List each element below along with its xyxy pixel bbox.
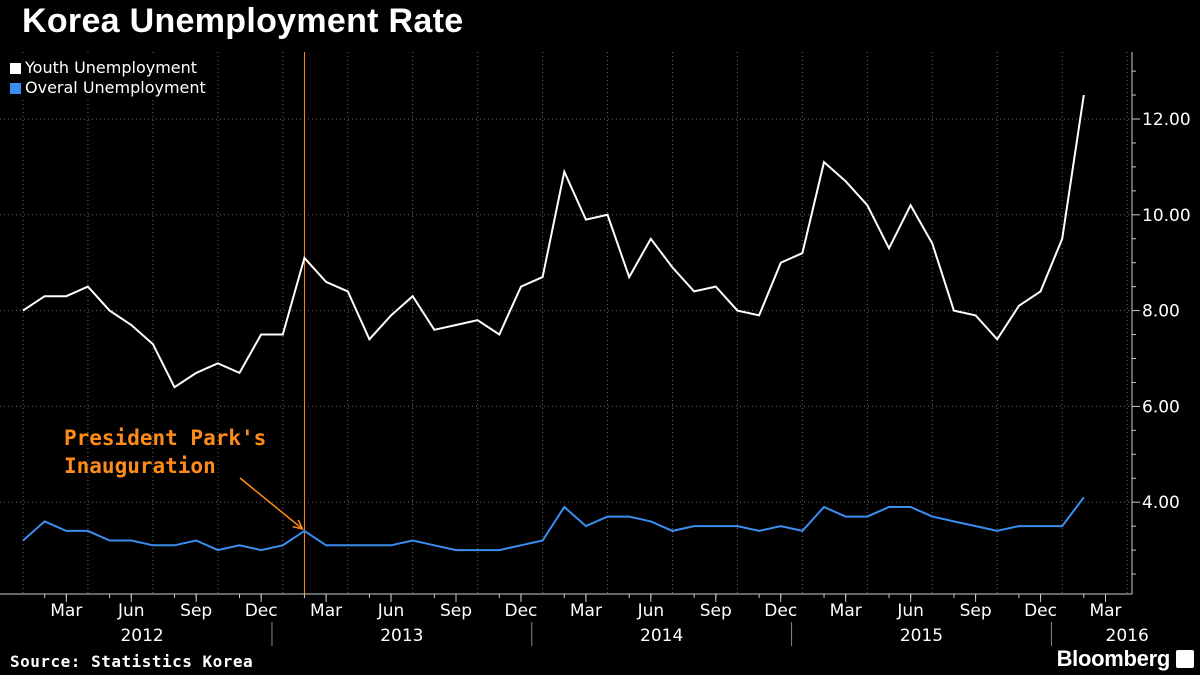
source-note: Source: Statistics Korea [10,652,254,671]
y-tick-label: 8.00 [1142,302,1180,322]
brand-logo: Bloomberg [1056,646,1171,671]
x-tick-label: Sep [440,601,472,621]
x-tick-label: Sep [700,601,732,621]
x-year-label: 2015 [900,626,943,646]
annotation-arrowhead [292,519,304,531]
x-tick-label: Dec [245,601,278,621]
y-tick-label: 10.00 [1142,206,1191,226]
bloomberg-terminal-icon [1176,650,1194,668]
x-tick-label: Jun [637,601,665,621]
annotation-arrow [239,477,303,530]
annotation-line2: Inauguration [64,454,216,478]
x-tick-label: Mar [830,601,862,621]
x-tick-label: Mar [310,601,342,621]
legend-item-youth: Youth Unemployment [10,58,206,78]
legend-swatch-overall [10,82,21,94]
x-tick-label: Jun [377,601,405,621]
x-tick-label: Sep [180,601,212,621]
x-year-label: 2014 [640,626,683,646]
y-tick-label: 6.00 [1142,397,1180,417]
x-tick-label: Mar [570,601,602,621]
y-tick-label: 4.00 [1142,493,1180,513]
x-tick-label: Mar [1089,601,1121,621]
annotation-inauguration: President Park's Inauguration [64,424,266,480]
x-tick-label: Jun [117,601,145,621]
x-tick-label: Jun [896,601,924,621]
chart-title: Korea Unemployment Rate [22,2,464,40]
x-year-label: 2013 [380,626,423,646]
annotation-line1: President Park's [64,426,267,450]
x-tick-label: Dec [504,601,537,621]
legend-swatch-youth [10,62,21,74]
series-line-overall [22,496,1085,552]
legend: Youth Unemployment Overal Unemployment [4,56,212,100]
x-tick-label: Mar [50,601,82,621]
legend-label-youth: Youth Unemployment [25,58,198,77]
y-tick-label: 12.00 [1142,110,1191,130]
x-year-label: 2012 [120,626,163,646]
x-tick-label: Dec [1024,601,1057,621]
x-tick-label: Dec [764,601,797,621]
legend-item-overall: Overal Unemployment [10,78,206,98]
x-year-label: 2016 [1106,626,1149,646]
x-tick-label: Sep [960,601,992,621]
legend-label-overall: Overal Unemployment [25,78,206,97]
series-line-youth [22,94,1085,389]
